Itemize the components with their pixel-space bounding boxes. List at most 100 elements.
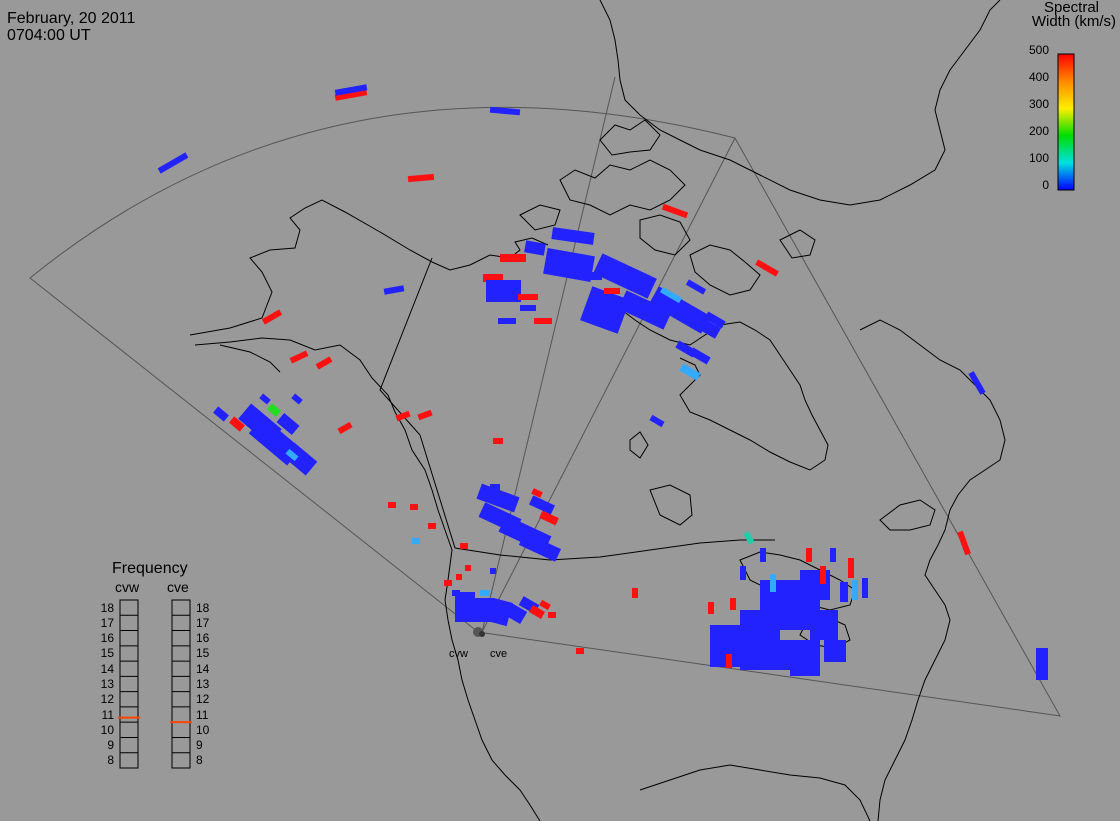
backscatter-cell — [582, 272, 602, 280]
backscatter-cell — [548, 612, 556, 618]
backscatter-cell — [334, 89, 368, 101]
frequency-tick: 11 — [101, 707, 114, 722]
backscatter-cell — [213, 406, 229, 422]
backscatter-cell — [862, 578, 868, 598]
backscatter-cell — [452, 590, 460, 596]
frequency-tick: 8 — [196, 753, 203, 768]
backscatter-cell — [661, 203, 689, 219]
backscatter-cell — [740, 650, 760, 670]
backscatter-cell — [489, 106, 521, 116]
backscatter-cell — [755, 259, 779, 277]
site-label-cvw: cvw — [449, 648, 468, 660]
backscatter-cell — [679, 363, 701, 381]
backscatter-cell — [483, 274, 503, 282]
backscatter-cell — [518, 532, 562, 562]
frequency-tick: 10 — [196, 722, 210, 737]
backscatter-cell — [476, 483, 520, 513]
frequency-tick: 10 — [100, 722, 114, 737]
frequency-tick: 11 — [196, 707, 209, 722]
backscatter-cell — [708, 602, 714, 614]
frequency-tick: 14 — [100, 661, 114, 676]
frequency-tick: 17 — [196, 615, 210, 630]
backscatter-cell — [490, 484, 500, 490]
cve-frequency-column — [171, 599, 191, 769]
backscatter-cell — [498, 318, 516, 324]
backscatter-cell — [229, 416, 245, 432]
backscatter-cell — [261, 309, 283, 325]
colorbar-tick: 100 — [1028, 151, 1049, 165]
backscatter-cell — [524, 240, 546, 256]
frequency-tick: 9 — [196, 738, 203, 753]
backscatter-cell — [726, 654, 732, 668]
backscatter-cell — [604, 288, 620, 294]
backscatter-cell — [848, 558, 854, 578]
frequency-tick: 8 — [107, 753, 114, 768]
backscatter-cell — [465, 565, 471, 571]
date-label: February, 20 2011 — [7, 10, 136, 27]
backscatter-cell — [395, 410, 411, 422]
backscatter-cell — [968, 371, 986, 395]
backscatter-cell — [487, 597, 513, 627]
backscatter-cell — [490, 568, 496, 574]
backscatter-cell — [291, 393, 303, 405]
backscatter-cell — [428, 523, 436, 529]
backscatter-cell — [444, 580, 452, 586]
coastline-map — [189, 0, 1006, 821]
backscatter-cell — [412, 538, 420, 544]
backscatter-cell — [388, 502, 396, 508]
backscatter-cell — [528, 605, 546, 619]
backscatter-cell — [456, 574, 462, 580]
frequency-tick: 15 — [100, 646, 114, 661]
backscatter-cells — [157, 84, 1048, 680]
backscatter-cell — [790, 640, 820, 676]
backscatter-cell — [334, 84, 368, 96]
backscatter-cell — [529, 495, 555, 515]
backscatter-cell — [957, 530, 971, 556]
backscatter-cell — [730, 598, 736, 610]
backscatter-cell — [259, 393, 271, 405]
frequency-tick: 17 — [100, 615, 114, 630]
backscatter-cell — [276, 412, 300, 436]
backscatter-cell — [576, 648, 584, 654]
backscatter-cell — [493, 438, 503, 444]
backscatter-cell — [285, 448, 299, 462]
frequency-tick: 15 — [196, 646, 210, 661]
backscatter-cell — [824, 640, 846, 662]
backscatter-cell — [649, 414, 665, 428]
colorbar-tick: 500 — [1028, 43, 1049, 57]
frequency-tick: 13 — [196, 677, 210, 691]
frequency-tick: 9 — [107, 738, 114, 753]
backscatter-cell — [760, 548, 766, 562]
backscatter-cell — [830, 548, 836, 562]
frequency-tick: 16 — [100, 631, 114, 646]
backscatter-cell — [593, 253, 657, 299]
backscatter-cell — [480, 590, 490, 596]
backscatter-cell — [518, 294, 538, 300]
backscatter-cell — [500, 254, 526, 262]
frequency-tick: 12 — [100, 692, 114, 707]
frequency-tick: 18 — [100, 600, 114, 615]
fov-outline — [29, 76, 1061, 717]
backscatter-cell — [580, 286, 630, 334]
backscatter-cell — [460, 543, 468, 549]
cve-site-marker — [479, 631, 485, 637]
backscatter-cell — [383, 285, 405, 295]
frequency-tick: 12 — [196, 692, 210, 707]
backscatter-cell — [710, 625, 740, 667]
backscatter-cell — [551, 227, 595, 245]
colorbar-title-line2: Width (km/s) — [1031, 13, 1116, 30]
backscatter-cell — [337, 421, 353, 435]
cvw-frequency-column — [119, 599, 139, 769]
frequency-tick: 16 — [196, 631, 210, 646]
colorbar-tick: 400 — [1028, 70, 1049, 84]
backscatter-cell — [266, 403, 282, 417]
spectral-width-colorbar — [1057, 53, 1075, 191]
backscatter-cell — [539, 510, 559, 526]
backscatter-cell — [407, 173, 435, 183]
frequency-right-label: cve — [167, 579, 189, 595]
backscatter-cell — [689, 313, 721, 339]
colorbar-title-line1: Spectral — [1043, 0, 1099, 16]
time-label: 0704:00 UT — [7, 27, 91, 44]
backscatter-cell — [806, 548, 812, 562]
